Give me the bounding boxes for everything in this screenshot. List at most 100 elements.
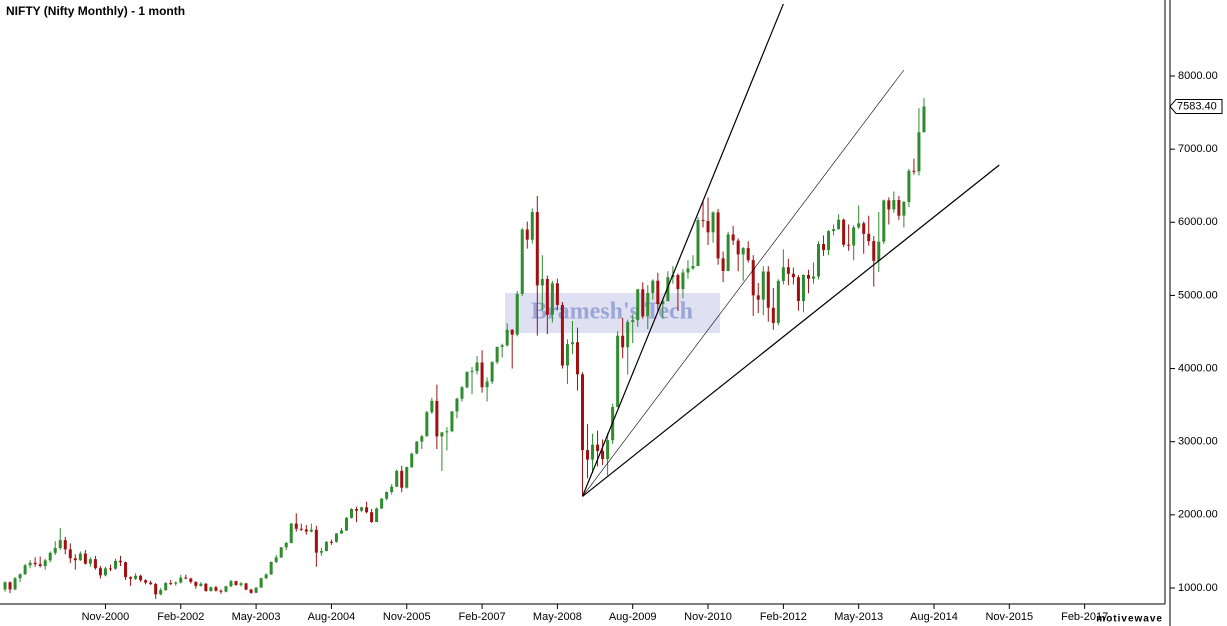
x-tick-label: Feb-2002 [157, 611, 204, 623]
candle-body [691, 266, 695, 269]
candle-body [902, 202, 906, 216]
candle-body [791, 273, 795, 278]
candle-body [455, 398, 459, 412]
candle-body [319, 551, 323, 553]
candle-body [716, 212, 720, 259]
candle-body [339, 530, 343, 534]
candle-body [375, 508, 379, 523]
candle-body [560, 304, 564, 366]
y-tick-label: 7000.00 [1178, 143, 1218, 155]
candle-body [189, 578, 193, 582]
candle-body [149, 582, 153, 585]
candle-body [154, 584, 158, 595]
x-tick-label: Nov-2010 [684, 611, 732, 623]
candle-body [254, 587, 258, 593]
candle-body [78, 553, 82, 561]
candle-body [194, 581, 198, 586]
candle-body [259, 578, 263, 588]
candle-body [857, 223, 861, 228]
candle-body [98, 568, 102, 576]
watermark-box [505, 293, 720, 333]
candle-body [159, 590, 163, 595]
candle-body [33, 562, 37, 565]
candle-body [184, 577, 188, 579]
candle-body [726, 234, 730, 271]
candle-body [304, 529, 308, 532]
watermark: Bramesh's Tech [531, 299, 693, 325]
candle-body [796, 277, 800, 301]
candle-body [390, 486, 394, 493]
candle-body [28, 562, 32, 566]
candle-body [666, 277, 670, 302]
candle-body [108, 568, 112, 570]
candle-body [179, 577, 183, 583]
candle-body [224, 586, 228, 592]
candle-body [656, 280, 660, 305]
candle-body [415, 441, 419, 454]
candle-body [525, 229, 529, 240]
candle-body [912, 170, 916, 172]
candle-body [144, 580, 148, 583]
candle-body [872, 241, 876, 261]
x-tick-label: Aug-2014 [910, 611, 958, 623]
candle-body [786, 267, 790, 274]
candle-body [410, 453, 414, 468]
candle-body [405, 467, 409, 488]
candle-body [591, 444, 595, 460]
candle-body [766, 271, 770, 308]
y-tick-label: 5000.00 [1178, 289, 1218, 301]
x-tick-label: Aug-2004 [308, 611, 356, 623]
candle-body [676, 275, 680, 290]
candle-body [174, 582, 178, 584]
candle-body [334, 533, 338, 542]
candle-body [596, 444, 600, 451]
candle-body [922, 106, 926, 133]
candle-body [510, 329, 514, 335]
candle-body [48, 552, 52, 561]
candle-body [204, 583, 208, 592]
candle-body [470, 371, 474, 373]
candle-body [199, 583, 203, 586]
candle-body [395, 470, 399, 487]
x-tick-label: Feb-2007 [459, 611, 506, 623]
candle-body [380, 498, 384, 509]
x-tick-label: Nov-2015 [985, 611, 1033, 623]
candle-body [18, 574, 22, 579]
candle-body [68, 549, 72, 559]
candle-body [515, 293, 519, 335]
y-tick-label: 3000.00 [1178, 436, 1218, 448]
candle-body [877, 241, 881, 261]
candle-body [505, 329, 509, 346]
candle-body [38, 564, 42, 566]
y-tick-label: 4000.00 [1178, 362, 1218, 374]
candle-body [741, 248, 745, 255]
candle-body [314, 529, 318, 553]
candle-body [586, 450, 590, 460]
candle-body [264, 574, 268, 579]
candle-body [164, 583, 168, 591]
x-tick-label: May-2013 [834, 611, 883, 623]
candle-body [385, 492, 389, 499]
candle-body [530, 212, 534, 240]
candle-body [565, 344, 569, 366]
candle-body [540, 279, 544, 286]
candle-body [279, 547, 283, 558]
candle-body [435, 400, 439, 437]
candle-body [274, 557, 278, 562]
x-tick-label: Feb-2012 [760, 611, 807, 623]
candle-body [309, 529, 313, 532]
plot-area [3, 3, 1000, 599]
candle-body [214, 587, 218, 591]
candle-body [209, 587, 213, 592]
candle-body [616, 335, 620, 408]
candle-body [83, 553, 87, 564]
candle-body [400, 470, 404, 488]
candle-body [324, 541, 328, 552]
candle-body [355, 508, 359, 511]
candle-body [751, 260, 755, 296]
candle-body [329, 541, 333, 543]
candle-body [244, 583, 248, 590]
candle-body [882, 200, 886, 242]
candle-body [636, 289, 640, 321]
